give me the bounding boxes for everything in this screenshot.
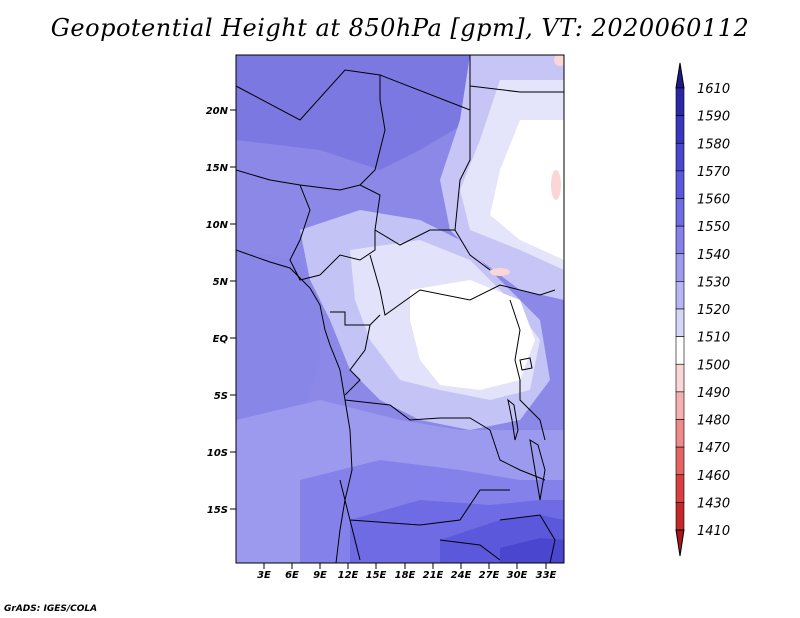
- colorbar-label: 1610: [697, 82, 730, 97]
- colorbar-label: 1470: [697, 441, 730, 456]
- colorbar-label: 1410: [697, 524, 730, 539]
- colorbar-label: 1560: [697, 193, 730, 208]
- colorbar-label: 1460: [697, 469, 730, 484]
- lat-label: EQ: [213, 334, 229, 345]
- lat-label: 10N: [206, 220, 229, 231]
- colorbar-label: 1510: [697, 331, 730, 346]
- colorbar-cell: [675, 391, 685, 420]
- colorbar-label: 1550: [697, 220, 730, 235]
- colorbar: 1610 1590 1580 1570 1560 1550 1540 1530 1520 1510…: [675, 62, 730, 557]
- colorbar-bottom-arrow: [675, 529, 685, 557]
- longitude-axis: 3E 6E 9E 12E 15E 18E 21E 24E 27E 30E 33E: [257, 563, 557, 581]
- lat-label: 15S: [207, 505, 228, 516]
- lon-label: 33E: [536, 570, 557, 581]
- colorbar-cell: [675, 281, 685, 310]
- lon-label: 30E: [507, 570, 528, 581]
- colorbar-label: 1570: [697, 165, 730, 180]
- lon-label: 9E: [313, 570, 327, 581]
- great-lakes: [507, 357, 546, 501]
- colorbar-cell: [675, 225, 685, 255]
- colorbar-cell: [675, 308, 685, 337]
- coastline: [236, 249, 353, 563]
- colorbar-cell: [675, 419, 685, 448]
- latitude-axis: 20N 15N 10N 5N EQ 5S 10S 15S: [206, 106, 236, 516]
- grads-credit: GrADS: IGES/COLA: [4, 604, 98, 614]
- colorbar-cell: [675, 198, 685, 227]
- colorbar-label: 1490: [697, 386, 730, 401]
- colorbar-cell: [675, 253, 685, 282]
- lon-label: 12E: [338, 570, 359, 581]
- colorbar-cell: [675, 363, 685, 393]
- lon-label: 27E: [479, 570, 500, 581]
- colorbar-label: 1480: [697, 414, 730, 429]
- lon-label: 15E: [366, 570, 387, 581]
- lat-label: 10S: [207, 448, 228, 459]
- lon-label: 21E: [423, 570, 444, 581]
- lon-label: 6E: [285, 570, 299, 581]
- colorbar-cell: [675, 502, 685, 531]
- lon-label: 18E: [395, 570, 416, 581]
- colorbar-label: 1540: [697, 248, 730, 263]
- colorbar-label: 1500: [697, 358, 730, 373]
- colorbar-cell: [675, 446, 685, 476]
- colorbar-label: 1590: [697, 110, 730, 125]
- colorbar-cell: [675, 87, 685, 116]
- colorbar-label: 1430: [697, 496, 730, 511]
- colorbar-label: 1580: [697, 137, 730, 152]
- colorbar-cell: [675, 474, 685, 503]
- lat-label: 5N: [213, 277, 229, 288]
- colorbar-cell: [675, 115, 685, 144]
- lat-label: 20N: [206, 106, 229, 117]
- colorbar-top-arrow: [675, 62, 685, 89]
- colorbar-label: 1530: [697, 275, 730, 290]
- colorbar-cell: [675, 170, 685, 199]
- colorbar-label: 1520: [697, 303, 730, 318]
- height-field: [236, 55, 564, 563]
- colorbar-cell: [675, 336, 685, 365]
- chart-title: Geopotential Height at 850hPa [gpm], VT:…: [50, 14, 750, 42]
- map-frame: [235, 54, 565, 564]
- lon-label: 24E: [451, 570, 472, 581]
- lat-label: 5S: [214, 391, 228, 402]
- lon-label: 3E: [257, 570, 271, 581]
- colorbar-cell: [675, 142, 685, 172]
- country-borders: [236, 55, 564, 563]
- lat-label: 15N: [206, 163, 229, 174]
